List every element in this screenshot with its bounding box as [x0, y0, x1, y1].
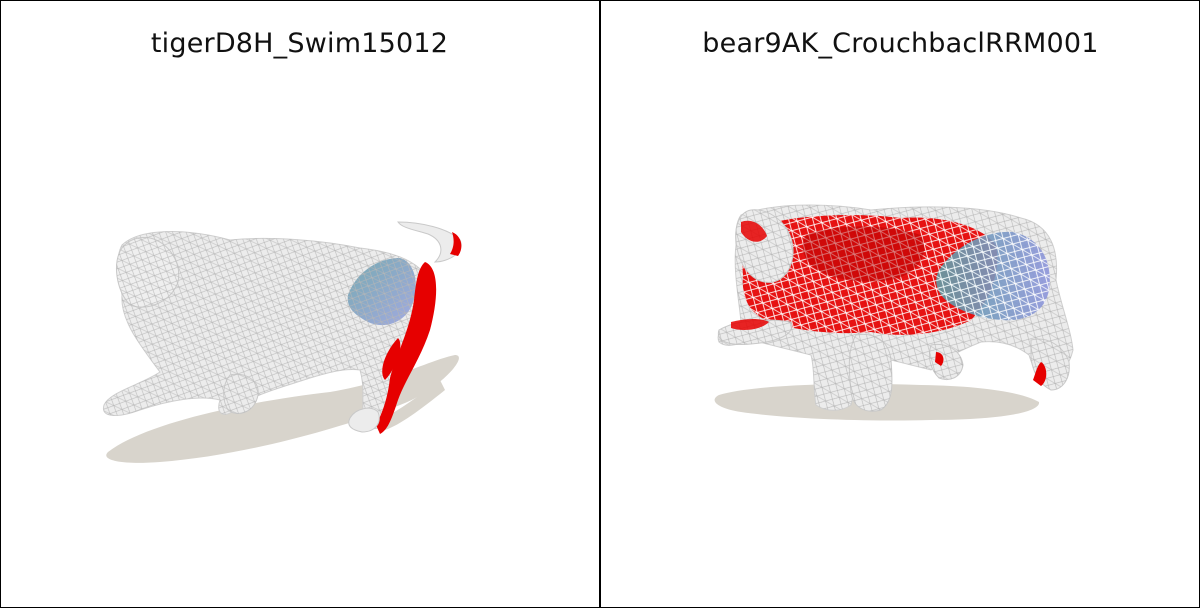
tiger-render — [102, 221, 462, 463]
panel-title-bear: bear9AK_CrouchbaclRRM001 — [702, 28, 1099, 59]
panel-title-tiger: tigerD8H_Swim15012 — [150, 28, 449, 59]
panel-bear: bear9AK_CrouchbaclRRM001 — [601, 0, 1200, 608]
panel-tiger: tigerD8H_Swim15012 — [0, 0, 599, 608]
panel-divider — [599, 0, 601, 608]
bear-render — [714, 204, 1074, 421]
tiger-tail — [397, 221, 462, 263]
tiger-shadow — [106, 355, 459, 463]
tiger-highlight-red — [376, 262, 437, 434]
